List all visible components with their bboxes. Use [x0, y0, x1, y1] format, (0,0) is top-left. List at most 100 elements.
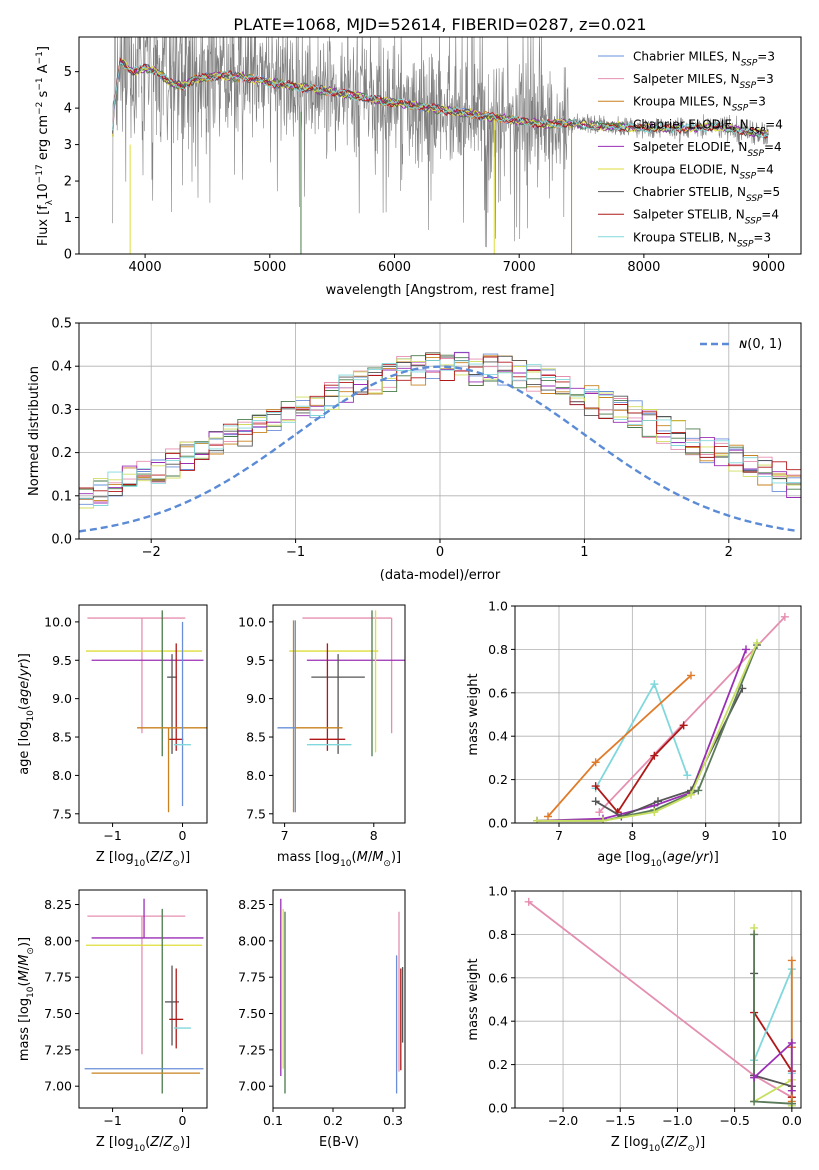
legend-entry: Chabrier MILES, NSSP=3: [633, 50, 775, 69]
x-tick-label: 0.0: [782, 1113, 802, 1128]
y-tick-label: 0.2: [488, 772, 508, 787]
y-tick-label: 0.8: [488, 927, 508, 942]
label-part: 10: [650, 859, 662, 869]
series-marker: [650, 751, 659, 760]
label-part: (: [145, 850, 150, 865]
legend-entry: Salpeter STELIB, NSSP=4: [633, 208, 779, 227]
y-tick-label: 7.50: [238, 1006, 266, 1021]
y-tick-label: 10.0: [238, 614, 266, 629]
series-marker: [533, 816, 541, 823]
x-tick-label: 8: [370, 828, 378, 843]
plot-area: [524, 897, 796, 1108]
label-part: (0, 1): [747, 337, 782, 352]
histogram-kroupa-miles: [79, 355, 801, 502]
y-tick-label: 0: [64, 248, 72, 263]
label-part: E(B-V): [319, 1135, 359, 1150]
y-tick-label: 7.00: [238, 1079, 266, 1094]
y-tick-label: 1.0: [488, 599, 508, 614]
x-axis-label: Z [log10(Z/Z⊙)]: [96, 1135, 190, 1154]
label-part: Z: [664, 1135, 675, 1150]
label-part: ⊙: [383, 859, 391, 869]
series-line-kroupa-elodie: [537, 642, 758, 822]
label-part: (: [352, 850, 357, 865]
y-tick-label: 1.0: [488, 884, 508, 899]
x-tick-label: 0.1: [263, 1113, 283, 1128]
y-tick-label: 0.0: [488, 1101, 508, 1116]
y-tick-label: 7.5: [52, 806, 72, 821]
label-part: (: [17, 705, 32, 710]
axes-frame: [514, 890, 802, 1109]
series-marker: [650, 680, 659, 689]
legend-entry: Salpeter MILES, NSSP=3: [633, 72, 774, 91]
series-marker: [591, 797, 600, 806]
label-part: yr: [695, 850, 711, 865]
y-tick-label: 0.8: [488, 642, 508, 657]
model-line-salpeter-stelib: [112, 57, 769, 139]
label-part: Chabrier STELIB, N: [633, 185, 746, 199]
series-marker: [599, 816, 607, 823]
series-marker: [780, 612, 789, 621]
label-part: SSP: [740, 172, 757, 182]
x-tick-label: 0.3: [383, 1113, 403, 1128]
label-part: mass [log: [17, 998, 32, 1061]
y-tick-label: 10.0: [44, 614, 72, 629]
series-marker: [787, 1038, 796, 1047]
series-marker: [753, 638, 761, 647]
label-part: 10: [134, 1144, 146, 1154]
label-part: ɴ: [739, 337, 747, 352]
series-line-chabrier-stelib: [595, 688, 744, 818]
label-part: =5: [763, 185, 781, 199]
y-tick-label: 9.0: [246, 691, 266, 706]
label-part: Salpeter STELIB, N: [633, 208, 745, 222]
label-part: (: [660, 1135, 665, 1150]
label-part: Z: [149, 1135, 160, 1150]
label-part: SSP: [749, 126, 766, 136]
series-marker: [694, 786, 703, 795]
series-marker: [544, 812, 552, 821]
x-tick-label: 4000: [129, 260, 162, 275]
series-marker: [595, 808, 604, 817]
label-part: 10: [340, 859, 352, 869]
label-part: Kroupa MILES, N: [633, 95, 732, 109]
series-marker: [679, 721, 688, 730]
y-tick-label: 7.25: [44, 1042, 72, 1057]
y-tick-label: 8.25: [238, 897, 266, 912]
y-tick-label: 0.1: [51, 489, 72, 504]
label-part: =4: [761, 208, 779, 222]
y-tick-label: 9.5: [52, 653, 72, 668]
legend-entry: Salpeter ELODIE, NSSP=4: [633, 140, 782, 159]
x-tick-label: −1: [103, 828, 121, 843]
y-tick-label: 0.5: [51, 317, 72, 332]
histogram-salpeter-stelib: [79, 354, 801, 511]
axes-frame: [78, 889, 208, 1109]
x-tick-label: 8000: [627, 260, 660, 275]
series-marker: [654, 797, 662, 806]
label-part: Salpeter ELODIE, N: [633, 140, 747, 154]
panel-residuals: −2 −1 0 1 2 0.0 0.1 0.2 0.3 0.4 0.5 ɴ(0, 1) (data-mo…: [27, 317, 802, 583]
figure-title: PLATE=1068, MJD=52614, FIBERID=0287, z=0…: [233, 15, 646, 34]
x-tick-label: −1: [103, 1113, 121, 1128]
y-tick-label: 5: [64, 65, 72, 80]
label-part: =4: [764, 140, 782, 154]
label-part: Flux [f: [36, 205, 51, 246]
panel-mass_vs_EBV: 0.1 0.2 0.3 7.00 7.25 7.50 7.75 8.00 8.25 E(B-V): [238, 889, 406, 1150]
plot-area: [277, 610, 405, 813]
legend-entry: Chabrier ELODIE, NSSP=4: [633, 117, 783, 136]
axes-frame: [272, 889, 406, 1109]
label-part: mass [log: [277, 850, 340, 865]
label-part: =4: [765, 117, 783, 131]
series-marker: [683, 771, 692, 780]
label-part: age: [17, 681, 32, 705]
y-axis-label: Normed distribution: [27, 366, 42, 496]
x-tick-label: −0.5: [719, 1113, 749, 1128]
series-marker: [787, 1086, 796, 1095]
label-part: age: [667, 850, 691, 865]
y-tick-label: 1: [64, 211, 72, 226]
x-tick-label: 10: [771, 828, 787, 843]
y-tick-label: 8.00: [238, 933, 266, 948]
label-part: −1: [35, 51, 45, 64]
series-marker: [687, 671, 695, 680]
label-part: =3: [757, 50, 775, 64]
label-part: SSP: [740, 81, 757, 91]
label-part: ]: [36, 46, 51, 51]
